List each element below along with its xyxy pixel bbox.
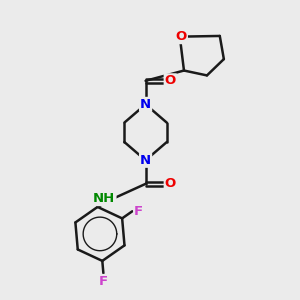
Text: F: F — [99, 275, 108, 288]
Text: O: O — [176, 30, 187, 43]
Text: O: O — [165, 177, 176, 190]
Text: N: N — [140, 154, 151, 167]
Text: F: F — [134, 205, 143, 218]
Text: O: O — [165, 74, 176, 87]
Text: N: N — [140, 98, 151, 111]
Text: NH: NH — [93, 192, 116, 205]
